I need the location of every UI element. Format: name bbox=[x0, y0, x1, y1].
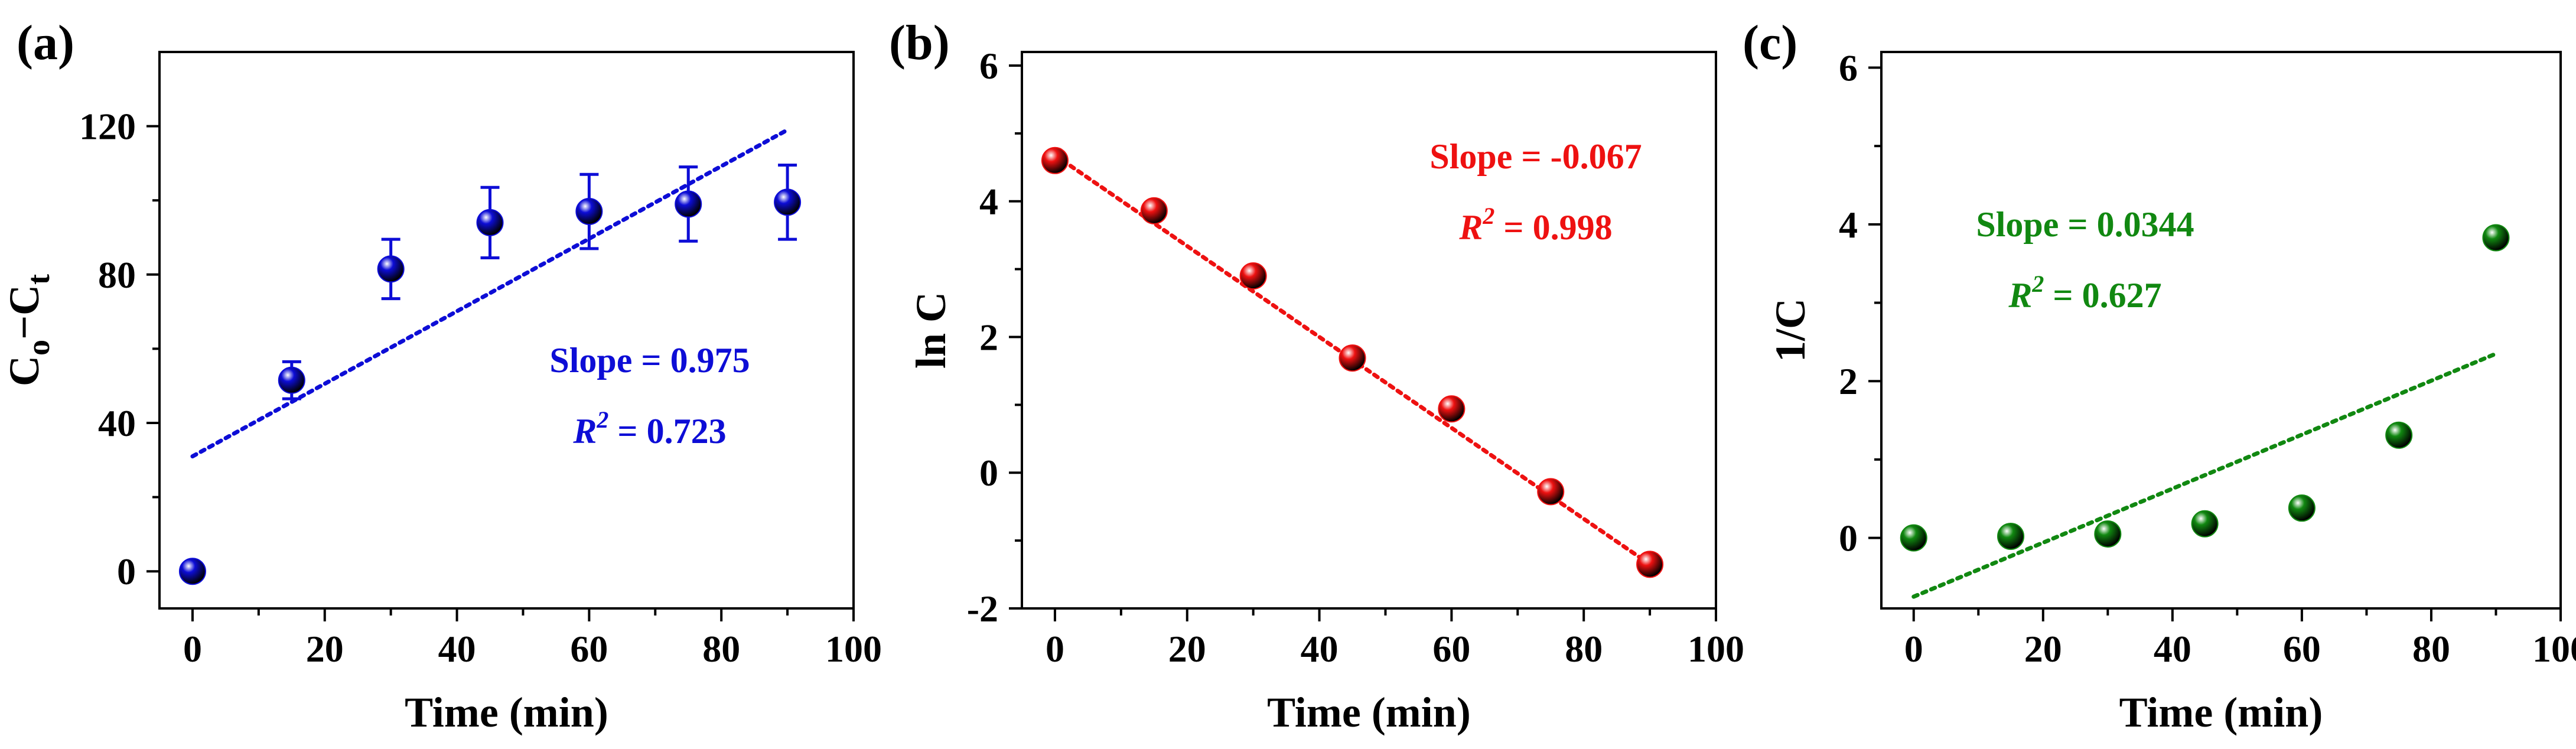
x-tick-label: 60 bbox=[570, 628, 608, 670]
y-tick-label: 0 bbox=[117, 551, 136, 592]
r-squared-annotation: R2 = 0.723 bbox=[572, 406, 726, 451]
x-tick-label: 100 bbox=[825, 628, 882, 670]
data-point bbox=[1636, 551, 1664, 578]
x-tick-label: 40 bbox=[2154, 628, 2191, 670]
x-tick-label: 40 bbox=[438, 628, 476, 670]
x-tick-label: 80 bbox=[702, 628, 740, 670]
data-point bbox=[1041, 146, 1069, 174]
slope-annotation: Slope = 0.975 bbox=[549, 341, 750, 380]
y-axis-title: Co−Ct bbox=[1, 274, 56, 386]
y-tick-label: 6 bbox=[979, 45, 998, 87]
data-point bbox=[2385, 421, 2413, 449]
data-point bbox=[2094, 520, 2122, 548]
x-tick-label: 0 bbox=[183, 628, 202, 670]
y-tick-label: 120 bbox=[79, 106, 136, 148]
y-tick-label: 4 bbox=[1839, 204, 1858, 246]
y-tick-label: 2 bbox=[979, 316, 998, 358]
r-squared-annotation: R2 = 0.998 bbox=[1458, 203, 1612, 247]
data-point bbox=[377, 255, 405, 283]
x-tick-label: 0 bbox=[1046, 628, 1064, 670]
x-tick-label: 60 bbox=[1432, 628, 1470, 670]
chart-panel-2: 0 20 40 60 80 100 -2 0 2 4 6 (b) Time (min) ln C Slope… bbox=[889, 15, 1744, 736]
data-point bbox=[2288, 494, 2316, 522]
y-axis-title: 1/C bbox=[1767, 298, 1814, 362]
data-point bbox=[774, 188, 802, 216]
chart-panel-3: 0 20 40 60 80 100 0 2 4 6 (c) Time (min) 1/C Slope = … bbox=[1743, 15, 2576, 736]
r-squared-annotation: R2 = 0.627 bbox=[2008, 271, 2161, 315]
x-axis-title: Time (min) bbox=[1267, 689, 1471, 736]
data-point bbox=[178, 558, 206, 585]
x-tick-label: 100 bbox=[2532, 628, 2576, 670]
data-point bbox=[278, 366, 305, 394]
y-tick-label: 40 bbox=[98, 402, 136, 444]
x-tick-label: 80 bbox=[2412, 628, 2450, 670]
y-tick-label: 4 bbox=[979, 181, 998, 223]
data-point bbox=[476, 209, 504, 236]
data-point bbox=[1239, 262, 1267, 290]
x-tick-label: 20 bbox=[1168, 628, 1206, 670]
linear-fit-line bbox=[1911, 351, 2498, 599]
data-point bbox=[2191, 510, 2219, 538]
y-tick-label: 80 bbox=[98, 254, 136, 296]
data-point bbox=[675, 190, 702, 218]
y-axis-title: ln C bbox=[907, 292, 955, 369]
panel-label: (b) bbox=[889, 15, 950, 70]
plot-frame bbox=[1880, 51, 2562, 610]
y-tick-label: 0 bbox=[979, 452, 998, 494]
x-axis-title: Time (min) bbox=[405, 689, 608, 736]
data-point bbox=[575, 198, 603, 226]
x-axis-title: Time (min) bbox=[2119, 689, 2323, 736]
x-tick-label: 100 bbox=[1688, 628, 1744, 670]
panel-label: (a) bbox=[17, 15, 74, 70]
plot-frame bbox=[158, 51, 855, 610]
linear-fit-line bbox=[190, 128, 790, 459]
slope-annotation: Slope = -0.067 bbox=[1429, 137, 1642, 176]
data-point bbox=[1339, 344, 1366, 372]
data-point bbox=[1438, 395, 1466, 423]
x-tick-label: 60 bbox=[2283, 628, 2321, 670]
x-tick-label: 0 bbox=[1904, 628, 1923, 670]
chart-panel-1: 0 20 40 60 80 100 0 40 80 120(a) Time (min) Co−Ct Sl… bbox=[1, 15, 882, 736]
y-tick-label: 2 bbox=[1839, 360, 1858, 402]
y-tick-label: -2 bbox=[967, 588, 998, 630]
data-point bbox=[1140, 197, 1168, 224]
x-tick-label: 80 bbox=[1565, 628, 1603, 670]
panel-label: (c) bbox=[1743, 15, 1797, 70]
data-point bbox=[1537, 478, 1565, 506]
data-point bbox=[1997, 522, 2025, 550]
y-tick-label: 6 bbox=[1839, 47, 1858, 89]
x-tick-label: 20 bbox=[2024, 628, 2062, 670]
x-tick-label: 20 bbox=[306, 628, 344, 670]
slope-annotation: Slope = 0.0344 bbox=[1976, 205, 2194, 244]
x-tick-label: 40 bbox=[1301, 628, 1339, 670]
data-point bbox=[1900, 524, 1927, 552]
plot-frame bbox=[1021, 51, 1717, 610]
y-tick-label: 0 bbox=[1839, 517, 1858, 559]
data-point bbox=[2482, 224, 2510, 252]
